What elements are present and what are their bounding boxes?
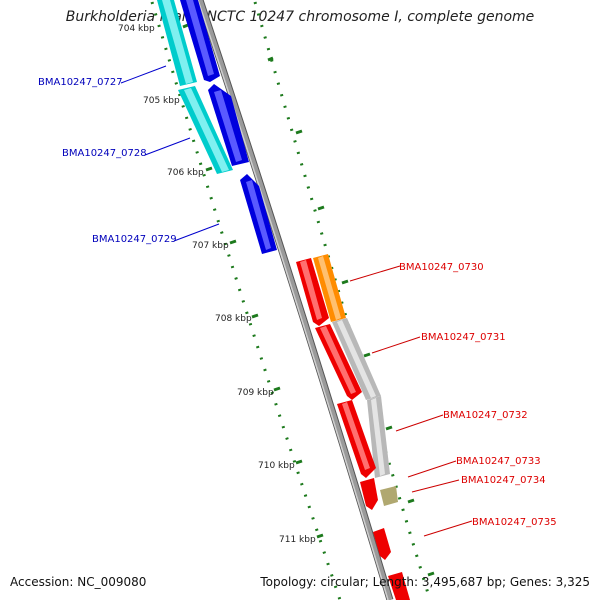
genome-title: Burkholderia mallei NCTC 10247 chromosom… <box>65 9 535 25</box>
kbp-label: 705 kbp <box>143 96 180 106</box>
genes-reverse[interactable] <box>180 0 277 254</box>
kbp-label: 708 kbp <box>215 314 252 324</box>
cds-highlight <box>337 320 376 398</box>
gene-label-BMA10247_0730[interactable]: BMA10247_0730 <box>399 262 484 273</box>
gene-labels-left: BMA10247_0727 BMA10247_0728 BMA10247_072… <box>38 77 177 245</box>
gene-labels-right: BMA10247_0730 BMA10247_0731 BMA10247_073… <box>399 262 557 528</box>
genome-summary-text: Topology: circular; Length: 3,495,687 bp… <box>260 575 590 589</box>
kbp-labels: 704 kbp 705 kbp 706 kbp 707 kbp 708 kbp … <box>118 24 316 545</box>
accession-text: Accession: NC_009080 <box>10 575 147 589</box>
cds-block-olive <box>380 486 398 506</box>
chromosome-backbone <box>196 0 394 600</box>
gene-arrow-shine <box>246 180 271 250</box>
major-tick <box>295 129 303 135</box>
gene-arrow-shine <box>214 90 242 162</box>
kbp-label: 710 kbp <box>258 461 295 471</box>
gene-arrow-shine <box>186 0 214 76</box>
cds-track-reverse <box>157 0 233 174</box>
gene-label-BMA10247_0731[interactable]: BMA10247_0731 <box>421 332 506 343</box>
leader-lines-right <box>349 265 473 537</box>
gene-label-BMA10247_0735[interactable]: BMA10247_0735 <box>472 517 557 528</box>
major-tick <box>182 23 189 29</box>
gene-arrow-shine <box>300 260 322 320</box>
gene-arrow-BMA10247_0734 <box>373 528 391 560</box>
gene-label-BMA10247_0732[interactable]: BMA10247_0732 <box>443 410 528 421</box>
tick-track-right <box>253 1 432 600</box>
kbp-label: 704 kbp <box>118 24 155 34</box>
genes-forward[interactable] <box>296 258 410 600</box>
major-tick <box>407 498 415 504</box>
gene-label-BMA10247_0728[interactable]: BMA10247_0728 <box>62 148 147 159</box>
gene-arrow-BMA10247_0733 <box>360 478 378 510</box>
gene-label-BMA10247_0734[interactable]: BMA10247_0734 <box>461 475 546 486</box>
major-tick <box>273 386 281 392</box>
cds-track-forward <box>313 254 398 506</box>
cds-highlight <box>162 0 193 84</box>
cds-highlight <box>371 398 385 476</box>
gene-arrow-BMA10247_0735 <box>388 572 410 600</box>
major-tick <box>317 205 325 211</box>
major-tick <box>385 425 393 431</box>
major-tick <box>251 313 259 319</box>
kbp-label: 711 kbp <box>279 535 316 545</box>
major-tick <box>295 459 303 465</box>
kbp-label: 709 kbp <box>237 388 274 398</box>
major-tick <box>316 533 324 539</box>
gene-arrow-shine <box>342 402 370 470</box>
cds-highlight <box>184 88 229 172</box>
major-tick <box>363 352 371 358</box>
kbp-label: 706 kbp <box>167 168 204 178</box>
major-tick <box>341 279 349 285</box>
major-tick <box>427 571 435 577</box>
tick-track-left <box>150 1 342 600</box>
kbp-label: 707 kbp <box>192 241 229 251</box>
major-tick <box>229 239 237 245</box>
gene-label-BMA10247_0729[interactable]: BMA10247_0729 <box>92 234 177 245</box>
gene-label-BMA10247_0727[interactable]: BMA10247_0727 <box>38 77 123 88</box>
gene-arrow-shine <box>320 326 356 394</box>
gene-label-BMA10247_0733[interactable]: BMA10247_0733 <box>456 456 541 467</box>
major-ticks-right <box>267 56 435 577</box>
leader-lines-left <box>120 65 220 242</box>
cds-highlight <box>318 256 341 320</box>
major-tick <box>267 56 274 62</box>
major-tick <box>205 166 213 172</box>
